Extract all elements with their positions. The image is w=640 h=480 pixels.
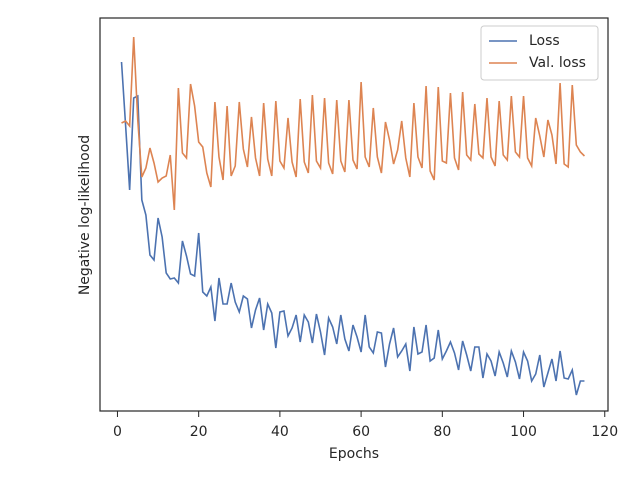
x-tick-label: 40 [271,424,289,440]
legend-label: Loss [529,33,560,49]
x-tick-label: 120 [591,424,618,440]
x-tick-label: 100 [510,424,537,440]
y-axis-label: Negative log-likelihood [77,135,93,295]
line-series [121,36,586,211]
legend-box [480,25,599,81]
plot-frame [99,17,609,412]
line-series [120,61,585,396]
x-tick-label: 0 [113,424,122,440]
x-tick-label: 20 [190,424,208,440]
x-axis-label: Epochs [329,446,379,462]
x-tick-label: 60 [352,424,370,440]
legend-label: Val. loss [529,55,586,71]
x-tick-label: 80 [433,424,451,440]
